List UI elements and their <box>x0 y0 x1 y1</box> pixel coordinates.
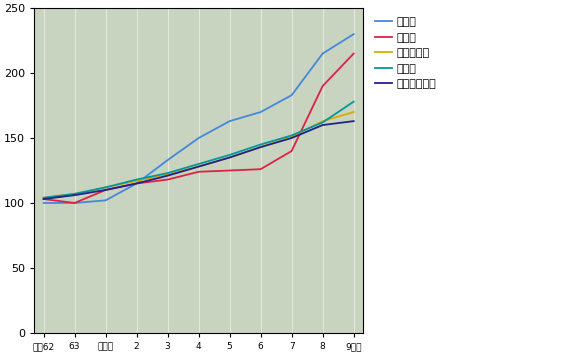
科学技術庁 <box>195 164 202 169</box>
科学技術庁 <box>257 145 264 149</box>
文部省 <box>71 192 78 196</box>
通産省 <box>288 149 295 153</box>
Legend: 環境庁, 通産省, 科学技術庁, 文部省, 関係経費合計: 環境庁, 通産省, 科学技術庁, 文部省, 関係経費合計 <box>372 14 439 93</box>
文部省 <box>319 120 326 125</box>
通産省 <box>350 51 357 56</box>
環境庁 <box>133 181 140 186</box>
Line: 文部省: 文部省 <box>44 102 353 198</box>
科学技術庁 <box>350 110 357 114</box>
通産省 <box>102 188 109 192</box>
通産省 <box>319 84 326 88</box>
通産省 <box>226 168 233 173</box>
科学技術庁 <box>288 135 295 139</box>
Line: 環境庁: 環境庁 <box>44 34 353 203</box>
文部省 <box>102 185 109 190</box>
関係経費合計 <box>288 136 295 140</box>
通産省 <box>164 178 171 182</box>
環境庁 <box>195 136 202 140</box>
環境庁 <box>40 201 47 205</box>
通産省 <box>257 167 264 171</box>
Line: 関係経費合計: 関係経費合計 <box>44 121 353 199</box>
関係経費合計 <box>226 155 233 160</box>
文部省 <box>288 133 295 137</box>
文部省 <box>133 178 140 182</box>
文部省 <box>257 142 264 147</box>
環境庁 <box>164 158 171 162</box>
科学技術庁 <box>319 119 326 123</box>
関係経費合計 <box>133 181 140 186</box>
通産省 <box>133 181 140 186</box>
文部省 <box>195 162 202 166</box>
Line: 科学技術庁: 科学技術庁 <box>44 112 353 198</box>
文部省 <box>350 99 357 104</box>
科学技術庁 <box>133 179 140 183</box>
科学技術庁 <box>40 196 47 200</box>
関係経費合計 <box>195 164 202 169</box>
科学技術庁 <box>71 192 78 196</box>
環境庁 <box>71 201 78 205</box>
関係経費合計 <box>257 145 264 149</box>
科学技術庁 <box>226 155 233 160</box>
文部省 <box>40 196 47 200</box>
通産省 <box>40 197 47 201</box>
通産省 <box>71 201 78 205</box>
関係経費合計 <box>71 193 78 197</box>
関係経費合計 <box>102 188 109 192</box>
科学技術庁 <box>102 185 109 190</box>
環境庁 <box>350 32 357 36</box>
環境庁 <box>102 198 109 202</box>
科学技術庁 <box>164 172 171 176</box>
環境庁 <box>226 119 233 123</box>
環境庁 <box>319 51 326 56</box>
関係経費合計 <box>319 123 326 127</box>
文部省 <box>164 171 171 175</box>
環境庁 <box>288 93 295 97</box>
関係経費合計 <box>40 197 47 201</box>
関係経費合計 <box>164 174 171 178</box>
文部省 <box>226 153 233 157</box>
関係経費合計 <box>350 119 357 123</box>
通産省 <box>195 170 202 174</box>
環境庁 <box>257 110 264 114</box>
Line: 通産省: 通産省 <box>44 54 353 203</box>
